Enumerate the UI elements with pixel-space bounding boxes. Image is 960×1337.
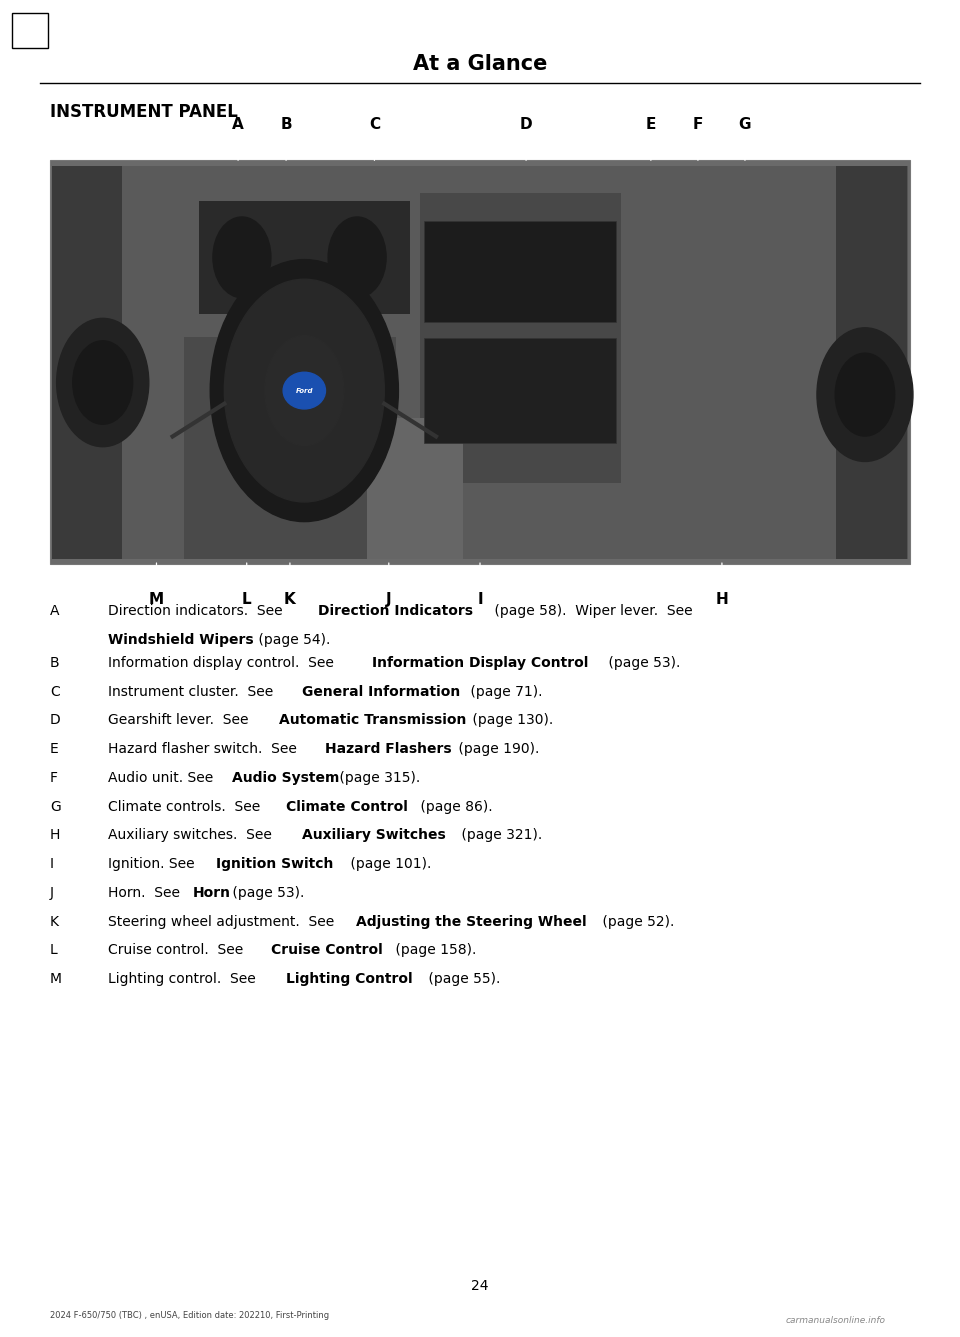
Text: INSTRUMENT PANEL: INSTRUMENT PANEL xyxy=(50,103,238,122)
Text: (page 101).: (page 101). xyxy=(346,857,431,870)
Text: Information display control.  See: Information display control. See xyxy=(108,655,338,670)
Text: Instrument cluster.  See: Instrument cluster. See xyxy=(108,685,277,698)
Bar xyxy=(122,166,836,559)
Text: I: I xyxy=(50,857,54,870)
Text: carmanualsonline.info: carmanualsonline.info xyxy=(785,1317,885,1325)
Text: (page 321).: (page 321). xyxy=(457,829,542,842)
Bar xyxy=(52,166,908,559)
Circle shape xyxy=(265,336,344,445)
Text: G: G xyxy=(738,118,752,132)
Text: J: J xyxy=(386,592,392,607)
Circle shape xyxy=(328,217,386,298)
Circle shape xyxy=(57,318,149,447)
Bar xyxy=(199,201,410,314)
Text: Steering wheel adjustment.  See: Steering wheel adjustment. See xyxy=(108,915,338,928)
Ellipse shape xyxy=(283,372,325,409)
Text: Audio System: Audio System xyxy=(232,770,339,785)
Circle shape xyxy=(835,353,895,436)
Text: J: J xyxy=(50,886,54,900)
Text: (page 315).: (page 315). xyxy=(335,770,420,785)
Text: Auxiliary Switches: Auxiliary Switches xyxy=(302,829,445,842)
Text: Cruise Control: Cruise Control xyxy=(271,944,383,957)
Text: E: E xyxy=(50,742,59,755)
Circle shape xyxy=(73,341,132,424)
Text: Lighting Control: Lighting Control xyxy=(286,972,413,985)
Text: Gearshift lever.  See: Gearshift lever. See xyxy=(108,714,252,727)
Circle shape xyxy=(210,259,398,521)
Text: B: B xyxy=(280,118,292,132)
Text: M: M xyxy=(149,592,164,607)
Text: F: F xyxy=(693,118,703,132)
Text: Direction Indicators: Direction Indicators xyxy=(318,604,472,618)
Text: Adjusting the Steering Wheel: Adjusting the Steering Wheel xyxy=(356,915,587,928)
Bar xyxy=(52,166,124,559)
Bar xyxy=(50,160,910,564)
Text: 2024 F-650/750 (TBC) , enUSA, Edition date: 202210, First-Printing: 2024 F-650/750 (TBC) , enUSA, Edition da… xyxy=(50,1312,329,1320)
Text: K: K xyxy=(284,592,296,607)
Text: Direction indicators.  See: Direction indicators. See xyxy=(108,604,286,618)
Text: A: A xyxy=(50,604,60,618)
Text: B: B xyxy=(50,655,60,670)
Bar xyxy=(12,13,48,48)
Text: (page 54).: (page 54). xyxy=(253,632,330,647)
Text: H: H xyxy=(715,592,729,607)
Bar xyxy=(184,337,396,559)
Bar xyxy=(367,417,463,559)
Circle shape xyxy=(213,217,271,298)
Text: Cruise control.  See: Cruise control. See xyxy=(108,944,247,957)
Bar xyxy=(424,221,616,322)
Text: (page 52).: (page 52). xyxy=(597,915,674,928)
Text: At a Glance: At a Glance xyxy=(413,55,547,74)
Text: (page 53).: (page 53). xyxy=(228,886,304,900)
Text: (page 58).  Wiper lever.  See: (page 58). Wiper lever. See xyxy=(490,604,692,618)
Text: Audio unit. See: Audio unit. See xyxy=(108,770,217,785)
Text: C: C xyxy=(50,685,60,698)
Text: General Information: General Information xyxy=(302,685,460,698)
Text: A: A xyxy=(232,118,244,132)
Circle shape xyxy=(225,279,384,501)
Text: Hazard Flashers: Hazard Flashers xyxy=(325,742,452,755)
Bar xyxy=(420,193,621,484)
Text: Ignition Switch: Ignition Switch xyxy=(216,857,334,870)
Text: Auxiliary switches.  See: Auxiliary switches. See xyxy=(108,829,276,842)
Text: Ignition. See: Ignition. See xyxy=(108,857,199,870)
Text: Horn.  See: Horn. See xyxy=(108,886,184,900)
Text: I: I xyxy=(477,592,483,607)
Circle shape xyxy=(817,328,913,461)
Text: C: C xyxy=(369,118,380,132)
Text: Lighting control.  See: Lighting control. See xyxy=(108,972,259,985)
Text: Information Display Control: Information Display Control xyxy=(372,655,588,670)
Text: L: L xyxy=(50,944,58,957)
Text: D: D xyxy=(50,714,60,727)
Text: (page 86).: (page 86). xyxy=(416,800,492,813)
Text: K: K xyxy=(50,915,59,928)
Bar xyxy=(836,166,907,559)
Text: Hazard flasher switch.  See: Hazard flasher switch. See xyxy=(108,742,300,755)
Text: G: G xyxy=(50,800,60,813)
Text: (page 158).: (page 158). xyxy=(392,944,477,957)
Bar xyxy=(424,338,616,443)
Text: M: M xyxy=(50,972,61,985)
Text: (page 55).: (page 55). xyxy=(424,972,500,985)
Text: (page 71).: (page 71). xyxy=(466,685,542,698)
Text: Ford: Ford xyxy=(296,388,313,393)
Text: F: F xyxy=(50,770,58,785)
Text: (page 53).: (page 53). xyxy=(605,655,681,670)
Text: (page 190).: (page 190). xyxy=(454,742,540,755)
Text: Climate Control: Climate Control xyxy=(286,800,408,813)
Text: L: L xyxy=(242,592,252,607)
Text: (page 130).: (page 130). xyxy=(468,714,553,727)
Text: 24: 24 xyxy=(471,1280,489,1293)
Text: D: D xyxy=(519,118,533,132)
Text: Climate controls.  See: Climate controls. See xyxy=(108,800,264,813)
Text: Windshield Wipers: Windshield Wipers xyxy=(108,632,253,647)
Text: Automatic Transmission: Automatic Transmission xyxy=(278,714,466,727)
Text: H: H xyxy=(50,829,60,842)
Text: E: E xyxy=(646,118,656,132)
Text: Horn: Horn xyxy=(193,886,231,900)
